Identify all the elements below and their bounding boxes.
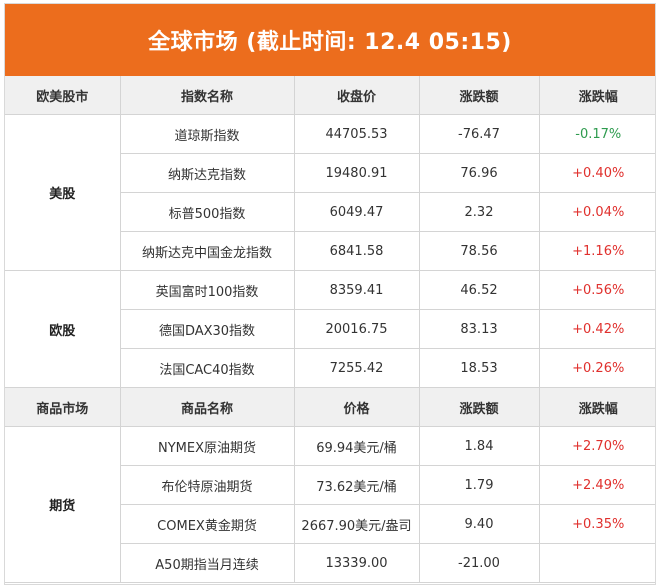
price-cell: 19480.91 bbox=[293, 153, 420, 193]
name-cell: A50期指当月连续 bbox=[120, 543, 295, 583]
header-cell: 涨跌幅 bbox=[538, 387, 655, 427]
change-cell: 1.84 bbox=[418, 426, 540, 466]
price-cell: 44705.53 bbox=[293, 114, 420, 154]
price-cell: 6841.58 bbox=[293, 231, 420, 271]
table-row: 欧股 英国富时100指数 8359.41 46.52 +0.56% bbox=[5, 270, 655, 388]
name-cell: COMEX黄金期货 bbox=[120, 504, 295, 544]
name-cell: 法国CAC40指数 bbox=[120, 348, 295, 388]
market-table: 欧美股市 指数名称 收盘价 涨跌额 涨跌幅 美股 道琼斯指数 44705.53 -76… bbox=[5, 76, 655, 583]
price-cell: 73.62美元/桶 bbox=[293, 465, 420, 505]
percent-cell: +0.56% bbox=[538, 270, 655, 310]
price-cell: 20016.75 bbox=[293, 309, 420, 349]
market-table-body: 欧美股市 指数名称 收盘价 涨跌额 涨跌幅 美股 道琼斯指数 44705.53 -76… bbox=[5, 76, 655, 583]
header-cell: 涨跌幅 bbox=[538, 76, 655, 115]
header-cell: 价格 bbox=[293, 387, 420, 427]
percent-cell: +0.35% bbox=[538, 504, 655, 544]
change-cell: -76.47 bbox=[418, 114, 540, 154]
price-cell: 6049.47 bbox=[293, 192, 420, 232]
change-cell: 2.32 bbox=[418, 192, 540, 232]
change-cell: 1.79 bbox=[418, 465, 540, 505]
group-label: 欧股 bbox=[5, 270, 121, 388]
group-label: 期货 bbox=[5, 426, 121, 583]
price-cell: 69.94美元/桶 bbox=[293, 426, 420, 466]
table-row: A50期指当月连续 13339.00 -21.00 bbox=[5, 543, 655, 583]
percent-cell: +1.16% bbox=[538, 231, 655, 271]
market-card: 全球市场 (截止时间: 12.4 05:15) 欧美股市 指数名称 收盘价 涨跌… bbox=[4, 3, 656, 585]
percent-cell: +2.70% bbox=[538, 426, 655, 466]
percent-cell: +0.42% bbox=[538, 309, 655, 349]
percent-cell: +0.26% bbox=[538, 348, 655, 388]
change-cell: 83.13 bbox=[418, 309, 540, 349]
percent-cell: +0.40% bbox=[538, 153, 655, 193]
percent-cell: +2.49% bbox=[538, 465, 655, 505]
header-cell: 涨跌额 bbox=[418, 387, 540, 427]
header-cell: 商品市场 bbox=[5, 387, 121, 427]
table-row: 德国DAX30指数 20016.75 83.13 +0.42% bbox=[5, 309, 655, 349]
header-cell: 指数名称 bbox=[119, 76, 295, 115]
header-cell: 收盘价 bbox=[293, 76, 420, 115]
percent-cell: +0.04% bbox=[538, 192, 655, 232]
name-cell: 道琼斯指数 bbox=[119, 114, 295, 154]
name-cell: 德国DAX30指数 bbox=[120, 309, 295, 349]
table-row: 美股 道琼斯指数 44705.53 -76.47 -0.17% bbox=[5, 114, 655, 271]
change-cell: 9.40 bbox=[418, 504, 540, 544]
stock-header-row: 欧美股市 指数名称 收盘价 涨跌额 涨跌幅 bbox=[5, 76, 655, 115]
change-cell: 78.56 bbox=[418, 231, 540, 271]
table-row: 标普500指数 6049.47 2.32 +0.04% bbox=[5, 192, 655, 232]
change-cell: 76.96 bbox=[418, 153, 540, 193]
name-cell: 标普500指数 bbox=[120, 192, 295, 232]
price-cell: 13339.00 bbox=[293, 543, 420, 583]
name-cell: 布伦特原油期货 bbox=[120, 465, 295, 505]
price-cell: 2667.90美元/盎司 bbox=[293, 504, 420, 544]
change-cell: 18.53 bbox=[418, 348, 540, 388]
name-cell: 英国富时100指数 bbox=[119, 270, 295, 310]
name-cell: 纳斯达克中国金龙指数 bbox=[120, 231, 295, 271]
page-title: 全球市场 (截止时间: 12.4 05:15) bbox=[5, 4, 655, 76]
table-row: 期货 NYMEX原油期货 69.94美元/桶 1.84 +2.70% bbox=[5, 426, 655, 583]
change-cell: -21.00 bbox=[418, 543, 540, 583]
name-cell: NYMEX原油期货 bbox=[119, 426, 295, 466]
header-cell: 涨跌额 bbox=[418, 76, 540, 115]
header-cell: 欧美股市 bbox=[5, 76, 121, 115]
header-cell: 商品名称 bbox=[119, 387, 295, 427]
price-cell: 7255.42 bbox=[293, 348, 420, 388]
table-row: 法国CAC40指数 7255.42 18.53 +0.26% bbox=[5, 348, 655, 388]
percent-cell bbox=[538, 543, 655, 583]
table-row: 纳斯达克中国金龙指数 6841.58 78.56 +1.16% bbox=[5, 231, 655, 271]
commodity-header-row: 商品市场 商品名称 价格 涨跌额 涨跌幅 bbox=[5, 387, 655, 427]
name-cell: 纳斯达克指数 bbox=[120, 153, 295, 193]
price-cell: 8359.41 bbox=[293, 270, 420, 310]
group-label: 美股 bbox=[5, 114, 121, 271]
percent-cell: -0.17% bbox=[538, 114, 655, 154]
change-cell: 46.52 bbox=[418, 270, 540, 310]
